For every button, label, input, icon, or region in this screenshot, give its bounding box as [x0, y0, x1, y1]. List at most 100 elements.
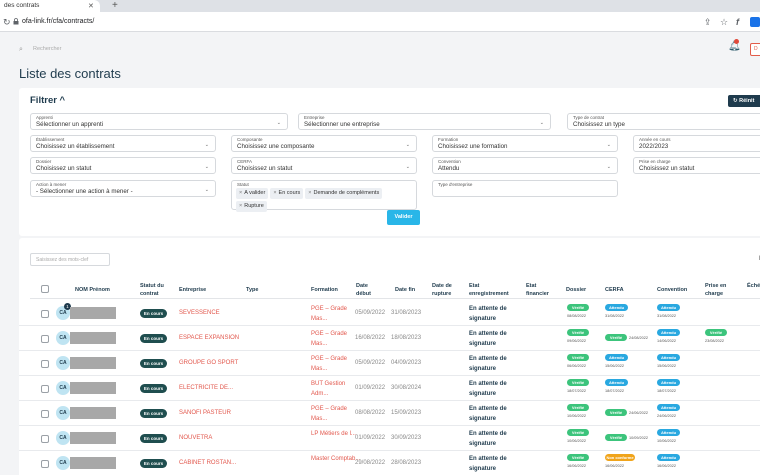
table-row[interactable]: CA En cours NOUVETRA LP Métiers de l... 01/0…: [19, 426, 760, 451]
formation-select[interactable]: Formation Choisissez une formation ⌄: [432, 135, 618, 152]
company-link[interactable]: CABINET ROSTAN...: [179, 460, 237, 466]
convention-chip[interactable]: Attendu: [657, 429, 680, 436]
company-link[interactable]: NOUVETRA: [179, 435, 213, 441]
close-icon[interactable]: ×: [308, 190, 312, 196]
col-cerfa[interactable]: CERFA: [605, 287, 624, 293]
browser-tab[interactable]: des contrats ✕: [0, 0, 100, 12]
formation-link[interactable]: Master Comptab...: [311, 456, 361, 462]
annee-select[interactable]: Année en cours 2022/2023: [633, 135, 760, 152]
formation-link[interactable]: PGE – Grade Mas...: [311, 356, 348, 372]
composante-select[interactable]: Composante Choisissez une composante ⌄: [231, 135, 417, 152]
prise-chip[interactable]: Vérifié: [705, 329, 727, 336]
dossier-chip[interactable]: Vérifié: [567, 429, 589, 436]
reset-filters-button[interactable]: ↻ Réinit: [728, 95, 760, 107]
dossier-chip[interactable]: Vérifié: [567, 354, 589, 361]
close-icon[interactable]: ×: [273, 190, 277, 196]
close-icon[interactable]: ×: [239, 190, 243, 196]
header-button[interactable]: D: [750, 43, 760, 56]
company-link[interactable]: GROUPE GO SPORT: [179, 360, 239, 366]
row-checkbox[interactable]: [41, 460, 49, 468]
col-entreprise[interactable]: Entreprise: [179, 287, 207, 293]
row-checkbox[interactable]: [41, 360, 49, 368]
statut-tag[interactable]: × Demande de compléments: [305, 188, 383, 199]
convention-chip[interactable]: Attendu: [657, 454, 680, 461]
formation-link[interactable]: LP Métiers de l...: [311, 431, 356, 437]
type-entreprise-input[interactable]: Type d'entreprise: [432, 180, 618, 197]
table-row[interactable]: CA En cours ESPACE EXPANSION PGE – Grade Ma…: [19, 326, 760, 351]
table-row[interactable]: CA 1 En cours SEVESSENCE PGE – Grade Mas... 0…: [19, 301, 760, 326]
bell-icon[interactable]: 🔔︎: [728, 41, 741, 52]
dossier-chip[interactable]: Vérifié: [567, 379, 589, 386]
dossier-select[interactable]: Dossier Choisissez un statut ⌄: [30, 157, 216, 174]
col-echeance[interactable]: Échéan factura: [747, 283, 760, 289]
row-checkbox[interactable]: [41, 410, 49, 418]
cerfa-chip[interactable]: Vérifié: [605, 434, 627, 441]
search-input[interactable]: Rechercher: [33, 46, 62, 52]
col-dossier[interactable]: Dossier: [566, 287, 587, 293]
close-icon[interactable]: ✕: [88, 3, 94, 10]
convention-chip[interactable]: Attendu: [657, 354, 680, 361]
dossier-chip[interactable]: Vérifié: [567, 304, 589, 311]
col-statut[interactable]: Statut du contrat: [140, 283, 164, 297]
apprenti-select[interactable]: Apprenti Sélectionner un apprenti ⌄: [30, 113, 288, 130]
company-link[interactable]: ELECTRICITE DE...: [179, 385, 234, 391]
share-icon[interactable]: ⇪: [704, 17, 712, 27]
convention-chip[interactable]: Attendu: [657, 379, 680, 386]
profile-icon[interactable]: [750, 17, 760, 27]
formation-link[interactable]: BUT Gestion Adm...: [311, 381, 346, 397]
close-icon[interactable]: ×: [239, 203, 243, 209]
company-link[interactable]: SANOFI PASTEUR: [179, 410, 231, 416]
formation-link[interactable]: PGE – Grade Mas...: [311, 306, 348, 322]
col-nom[interactable]: NOM Prénom: [75, 287, 110, 293]
col-prise-en-charge[interactable]: Prise en charge: [705, 283, 727, 297]
dossier-chip[interactable]: Vérifié: [567, 404, 589, 411]
convention-chip[interactable]: Attendu: [657, 404, 680, 411]
cerfa-select[interactable]: CERFA Choisissez un statut ⌄: [231, 157, 417, 174]
company-link[interactable]: SEVESSENCE: [179, 310, 220, 316]
formation-link[interactable]: PGE – Grade Mas...: [311, 406, 348, 422]
col-etat-enregistrement[interactable]: Etat enregistrement: [469, 283, 509, 297]
table-row[interactable]: CA En cours ELECTRICITE DE... BUT Gestion A…: [19, 376, 760, 401]
formation-link[interactable]: PGE – Grade Mas...: [311, 331, 348, 347]
col-convention[interactable]: Convention: [657, 287, 688, 293]
select-all-checkbox[interactable]: [41, 285, 49, 293]
type-contrat-select[interactable]: Type de contrat Choisissez un type: [567, 113, 760, 130]
prise-en-charge-select[interactable]: Prise en charge Choisissez un statut: [633, 157, 760, 174]
cerfa-chip[interactable]: Attendu: [605, 379, 628, 386]
row-checkbox[interactable]: [41, 310, 49, 318]
statut-multiselect[interactable]: Statut × A valider × En cours × Demande de co…: [231, 180, 417, 212]
table-row[interactable]: CA En cours SANOFI PASTEUR PGE – Grade Mas.…: [19, 401, 760, 426]
url-field[interactable]: ofa-link.fr/cfa/contracts/: [22, 18, 95, 25]
row-checkbox[interactable]: [41, 335, 49, 343]
cerfa-chip[interactable]: Vérifié: [605, 334, 627, 341]
statut-tag[interactable]: × A valider: [236, 188, 269, 199]
cerfa-chip[interactable]: Non conforme: [605, 454, 635, 461]
dossier-chip[interactable]: Vérifié: [567, 329, 589, 336]
col-type[interactable]: Type: [246, 287, 259, 293]
col-formation[interactable]: Formation: [311, 287, 338, 293]
cerfa-chip[interactable]: Attendu: [605, 354, 628, 361]
col-date-rupture[interactable]: Date de rupture: [432, 283, 452, 297]
extension-icon[interactable]: f: [736, 17, 739, 27]
col-date-fin[interactable]: Date fin: [395, 287, 416, 293]
filter-toggle[interactable]: Filtrer ^: [30, 95, 66, 106]
company-link[interactable]: ESPACE EXPANSION: [179, 335, 240, 341]
reload-icon[interactable]: ↻: [3, 17, 11, 27]
new-tab-button[interactable]: +: [112, 0, 118, 11]
row-checkbox[interactable]: [41, 435, 49, 443]
cerfa-chip[interactable]: Vérifié: [605, 409, 627, 416]
entreprise-select[interactable]: Entreprise Sélectionner une entreprise ⌄: [298, 113, 551, 130]
convention-select[interactable]: Convention Attendu ⌄: [432, 157, 618, 174]
dossier-chip[interactable]: Vérifié: [567, 454, 589, 461]
col-etat-financier[interactable]: Etat financier: [526, 283, 549, 297]
convention-chip[interactable]: Attendu: [657, 329, 680, 336]
cerfa-chip[interactable]: Attendu: [605, 304, 628, 311]
action-select[interactable]: Action à mener - Sélectionner une action…: [30, 180, 216, 197]
valider-button[interactable]: Valider: [387, 210, 420, 225]
table-row[interactable]: CA En cours GROUPE GO SPORT PGE – Grade Mas…: [19, 351, 760, 376]
star-icon[interactable]: ☆: [720, 17, 729, 27]
table-row[interactable]: CA En cours CABINET ROSTAN... Master Compta…: [19, 451, 760, 475]
statut-tag[interactable]: × Rupture: [236, 201, 267, 212]
col-date-debut[interactable]: Date début: [356, 283, 371, 297]
etablissement-select[interactable]: Établissement Choisissez un établissemen…: [30, 135, 216, 152]
